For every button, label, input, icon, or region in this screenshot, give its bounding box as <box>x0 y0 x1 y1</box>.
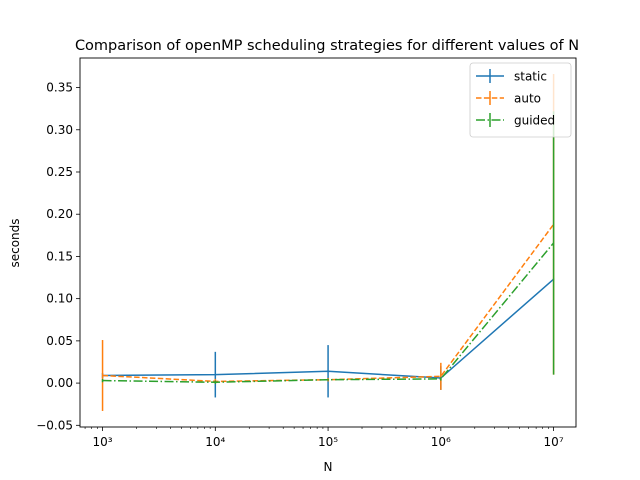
series-guided <box>101 111 555 384</box>
y-tick-label: 0.35 <box>46 81 73 95</box>
y-axis-label: seconds <box>8 218 22 267</box>
x-axis-label: N <box>324 460 333 474</box>
y-tick-label: −0.05 <box>36 418 73 432</box>
legend-label: guided <box>514 114 555 128</box>
y-tick-label: 0.20 <box>46 207 73 221</box>
y-tick-label: 0.30 <box>46 123 73 137</box>
y-tick-label: 0.10 <box>46 292 73 306</box>
y-tick-label: 0.15 <box>46 249 73 263</box>
legend-box <box>469 62 572 138</box>
series-line <box>102 278 555 379</box>
legend-label: auto <box>514 92 541 106</box>
x-tick-label: 10⁶ <box>431 435 451 449</box>
x-axis: 10³ 10⁴ 10⁵ 10⁶ 10⁷ <box>84 427 564 449</box>
x-tick-label: 10⁵ <box>318 435 338 449</box>
legend-label: static <box>514 70 547 84</box>
y-axis: −0.05 0.00 0.05 0.10 0.15 0.20 0.25 0.30 0.35 <box>36 81 80 432</box>
x-tick-label: 10⁷ <box>544 435 564 449</box>
y-tick-label: 0.05 <box>46 334 73 348</box>
y-tick-label: 0.25 <box>46 165 73 179</box>
x-tick-label: 10⁴ <box>205 435 225 449</box>
legend: static auto guided <box>469 62 572 138</box>
series-line <box>102 242 555 384</box>
y-tick-label: 0.00 <box>46 376 73 390</box>
chart-title: Comparison of openMP scheduling strategi… <box>75 38 579 54</box>
x-tick-label: 10³ <box>93 435 113 449</box>
